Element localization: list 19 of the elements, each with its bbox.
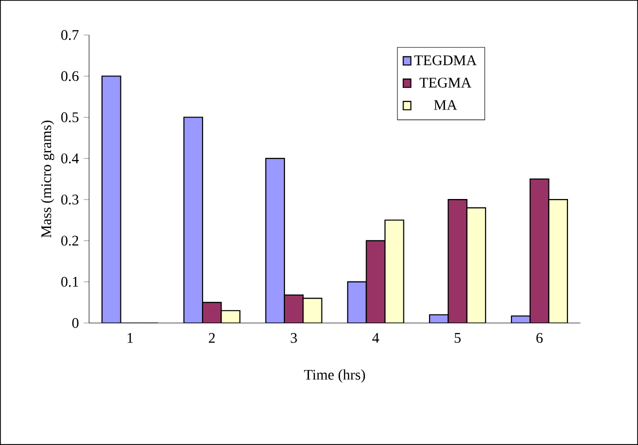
y-axis-title: Mass (micro grams) (40, 120, 54, 238)
legend-label: MA (434, 100, 458, 110)
y-tick-label: 0.2 (61, 236, 78, 246)
y-tick-label: 0 (72, 318, 78, 328)
y-tick-label: 0.3 (61, 194, 78, 205)
y-tick-label: 0.7 (61, 30, 79, 40)
x-tick-label: 2 (208, 333, 215, 343)
x-tick-label: 1 (128, 333, 133, 343)
x-tick-label: 3 (290, 333, 297, 343)
x-tick-label: 6 (536, 333, 543, 343)
legend-label: TEGMA (420, 78, 472, 88)
x-axis-title: Time (hrs) (304, 369, 365, 383)
x-tick-label: 5 (454, 333, 461, 343)
y-tick-label: 0.4 (61, 153, 79, 164)
y-tick-label: 0.5 (61, 112, 78, 122)
legend-label: TEGDMA (414, 55, 477, 66)
x-tick-label: 4 (372, 333, 380, 343)
y-tick-label: 0.1 (61, 276, 78, 287)
y-tick-label: 0.6 (61, 71, 79, 82)
